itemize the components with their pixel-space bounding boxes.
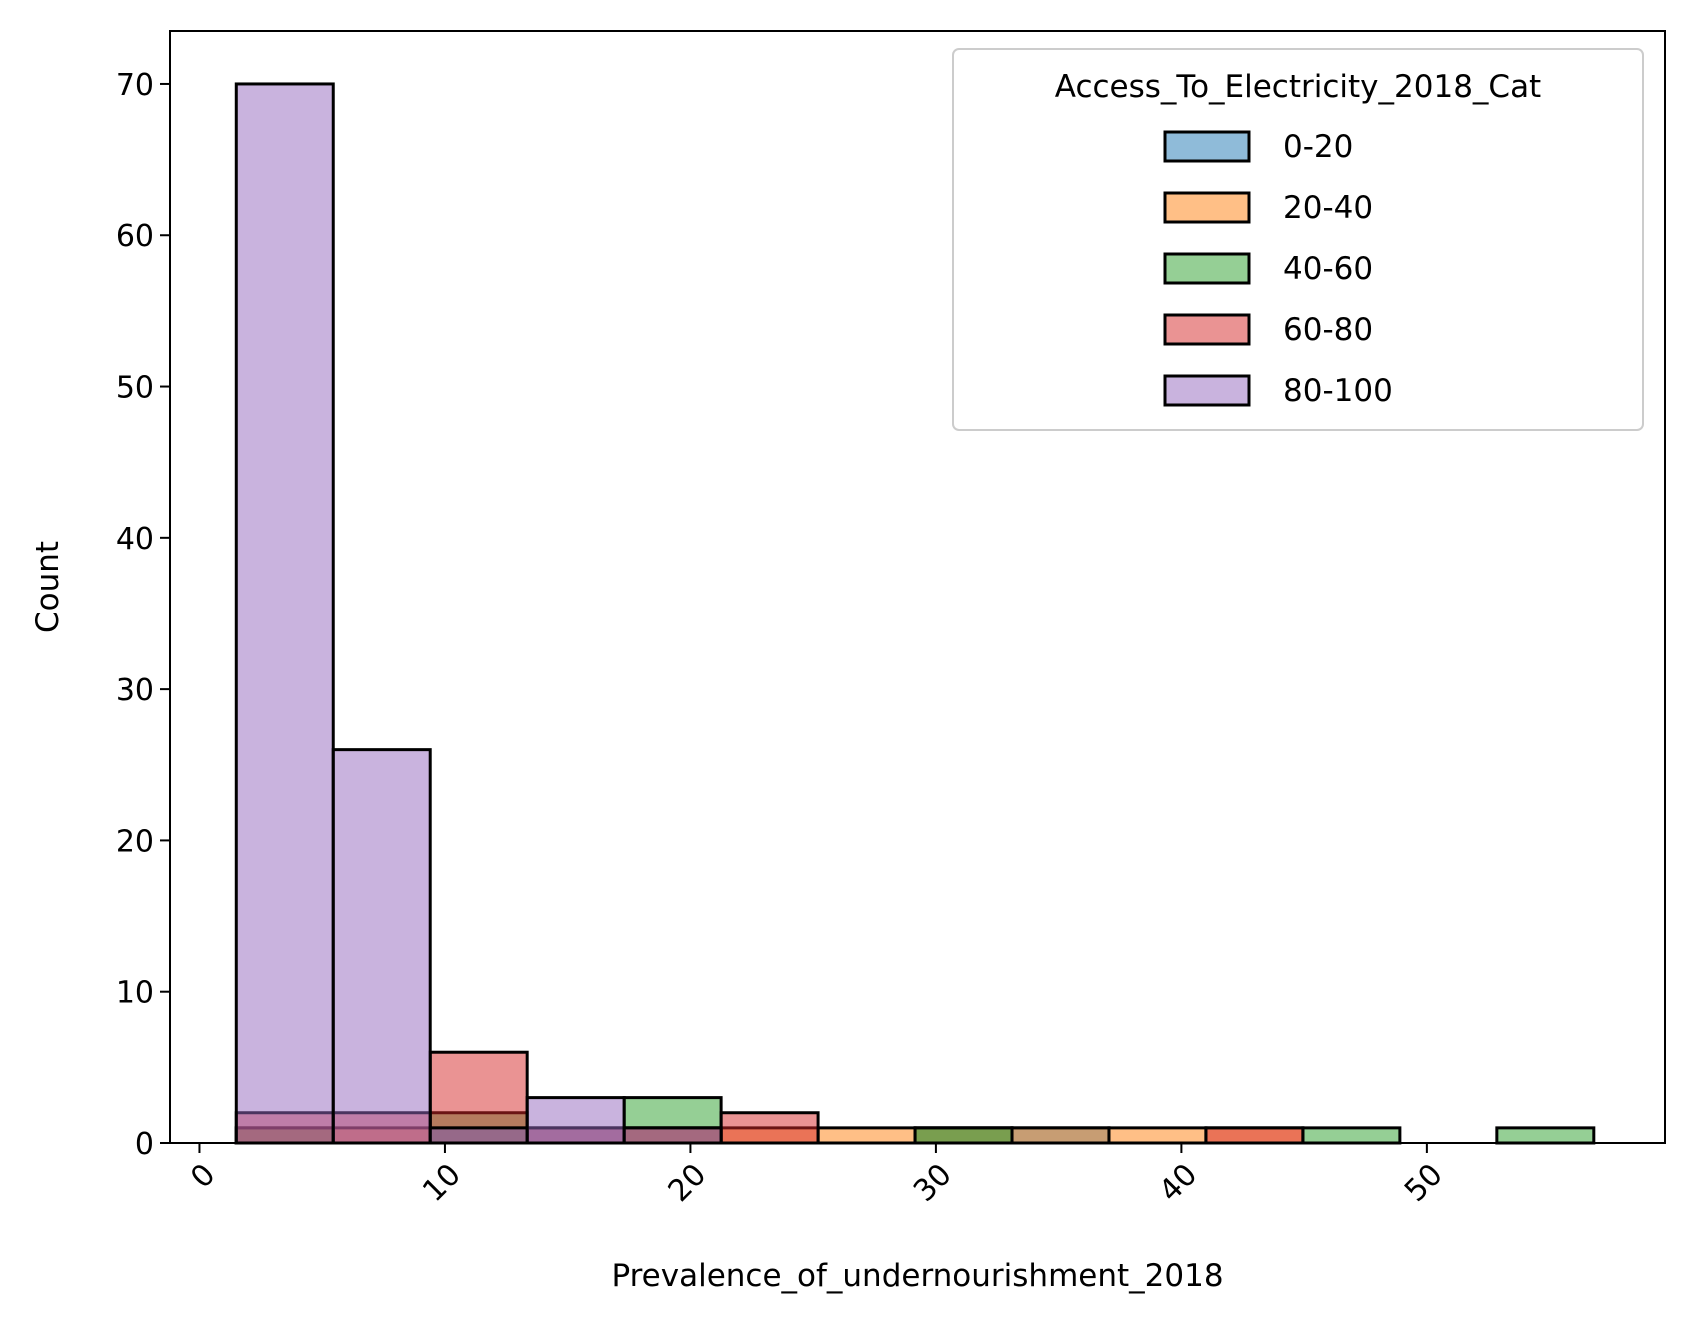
x-tick-label: 30 bbox=[907, 1157, 959, 1209]
bar-20-40-bin-6 bbox=[816, 1126, 917, 1145]
bar-80-100-bin-3 bbox=[525, 1096, 626, 1145]
legend-swatch-40-60 bbox=[1163, 252, 1251, 285]
legend-label-80-100: 80-100 bbox=[1283, 373, 1393, 409]
x-axis-label: Prevalence_of_undernourishment_2018 bbox=[611, 1258, 1223, 1294]
plot-frame bbox=[169, 30, 1666, 1144]
bar-80-100-bin-4 bbox=[622, 1126, 723, 1145]
bar-20-40-bin-8 bbox=[1010, 1126, 1111, 1145]
y-axis-label: Count bbox=[30, 541, 66, 633]
legend-label-0-20: 0-20 bbox=[1283, 129, 1353, 165]
legend-box bbox=[952, 48, 1644, 431]
bar-80-100-bin-0 bbox=[234, 82, 335, 1145]
y-tick-label: 20 bbox=[116, 824, 154, 859]
legend: Access_To_Electricity_2018_Cat 0-20 20-40… bbox=[952, 48, 1644, 431]
y-tick-label: 10 bbox=[116, 976, 154, 1011]
legend-title: Access_To_Electricity_2018_Cat bbox=[1055, 69, 1541, 105]
bar-60-80-bin-10 bbox=[1204, 1126, 1305, 1145]
legend-label-60-80: 60-80 bbox=[1283, 312, 1373, 348]
y-tick-label: 30 bbox=[116, 673, 154, 708]
legend-swatch-60-80 bbox=[1163, 313, 1251, 346]
x-tick-label: 20 bbox=[662, 1157, 714, 1209]
x-axis-ticks: 0 10 20 30 40 50 bbox=[184, 1143, 1450, 1209]
bar-40-60-bin-11 bbox=[1301, 1126, 1402, 1145]
y-tick-label: 0 bbox=[135, 1127, 154, 1162]
legend-label-20-40: 20-40 bbox=[1283, 190, 1373, 226]
x-tick-label: 40 bbox=[1153, 1157, 1205, 1209]
y-tick-label: 40 bbox=[116, 522, 154, 557]
bar-80-100-bin-2 bbox=[428, 1126, 529, 1145]
legend-swatch-20-40 bbox=[1163, 191, 1251, 224]
bar-80-100-bin-1 bbox=[331, 748, 432, 1145]
y-tick-label: 70 bbox=[116, 68, 154, 103]
y-tick-label: 60 bbox=[116, 219, 154, 254]
legend-items: 0-20 20-40 40-60 60-80 80-100 bbox=[1163, 129, 1393, 409]
bar-20-40-bin-9 bbox=[1107, 1126, 1208, 1145]
legend-swatch-80-100 bbox=[1163, 374, 1251, 407]
histogram-bars bbox=[234, 82, 1596, 1145]
bar-60-80-bin-5 bbox=[719, 1111, 820, 1145]
x-tick-label: 10 bbox=[416, 1157, 468, 1209]
bar-40-60-bin-13 bbox=[1495, 1126, 1596, 1145]
x-tick-label: 0 bbox=[184, 1157, 222, 1195]
y-axis-ticks: 0 10 20 30 40 50 60 70 bbox=[116, 68, 170, 1162]
bar-40-60-bin-7 bbox=[913, 1126, 1014, 1145]
y-tick-label: 50 bbox=[116, 371, 154, 406]
legend-swatch-0-20 bbox=[1163, 130, 1251, 163]
legend-label-40-60: 40-60 bbox=[1283, 251, 1373, 287]
x-tick-label: 50 bbox=[1398, 1157, 1450, 1209]
